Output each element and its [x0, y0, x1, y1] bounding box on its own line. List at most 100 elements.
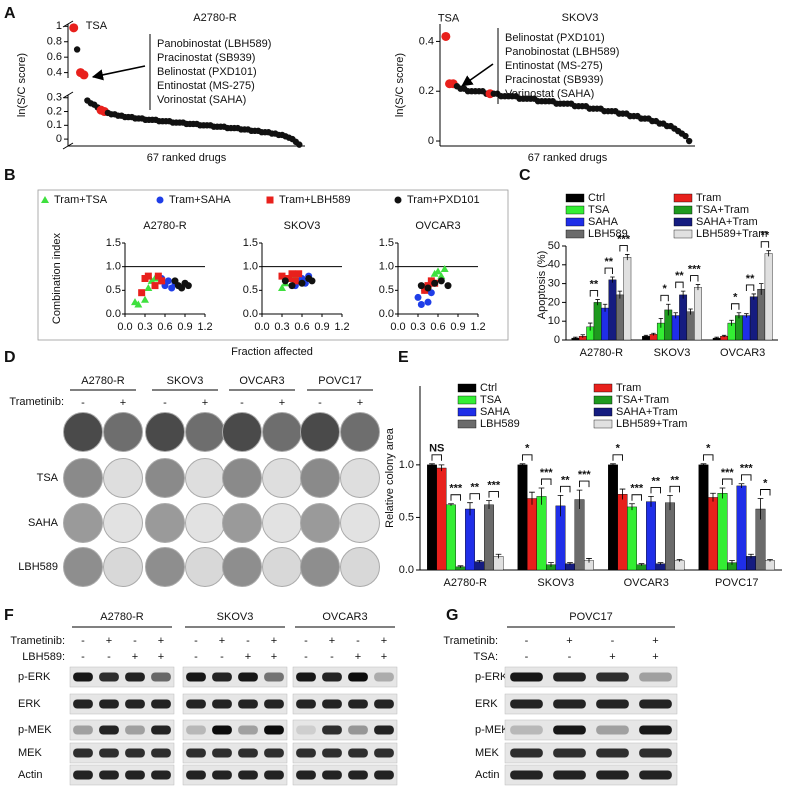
sign-label: - [611, 635, 615, 647]
legend-label: Tram+PXD101 [407, 194, 480, 206]
significance-bracket [722, 478, 733, 485]
blot-band [296, 748, 316, 758]
colony-plate [262, 458, 302, 498]
blot-band [264, 770, 284, 780]
error-bar [748, 553, 754, 559]
colony-plate [300, 412, 340, 452]
arrow [91, 65, 146, 81]
blot-strip [182, 666, 288, 688]
blot-band [151, 672, 171, 682]
blot-band [238, 770, 258, 780]
error-bar [666, 303, 671, 316]
subplot-title: A2780-R [143, 220, 186, 232]
sign-label: + [329, 635, 335, 647]
x-tick-label: 1.2 [197, 321, 212, 333]
blot-band [186, 725, 206, 735]
colony-plate [222, 458, 262, 498]
bar [527, 498, 537, 571]
error-bar [625, 254, 630, 261]
colony-plate [340, 458, 380, 498]
legend-label: LBH589+Tram [696, 228, 767, 240]
x-tick-label: OVCAR3 [720, 347, 765, 359]
drug-name: Belinostat (PXD101) [505, 32, 605, 44]
bar [646, 501, 656, 571]
colony-plate [222, 547, 262, 587]
sign-label: - [568, 651, 572, 663]
blot-band [212, 672, 232, 682]
y-tick-label: 0.8 [47, 36, 62, 48]
error-bar [676, 559, 683, 562]
drug-name: Panobinostat (LBH589) [505, 46, 619, 58]
blot-band [73, 748, 93, 758]
blot-band [322, 725, 342, 735]
blot-band [348, 748, 368, 758]
error-bar [529, 491, 535, 505]
bar [601, 307, 609, 341]
colony-plate [63, 547, 103, 587]
y-tick-label: 40 [548, 259, 560, 271]
sign-label: - [356, 635, 360, 647]
colony-plate [262, 547, 302, 587]
blot-band [374, 725, 394, 735]
cell-line-label: POVC17 [318, 375, 361, 387]
error-bar [736, 312, 742, 319]
sign-label: - [194, 651, 198, 663]
blot-band [212, 699, 232, 709]
blot-band [73, 725, 93, 735]
x-tick-label: 0.6 [294, 321, 309, 333]
sign-label: + [357, 397, 363, 409]
colony-plate [145, 503, 185, 543]
blot-band [322, 699, 342, 709]
y-tick-label: 30 [548, 278, 560, 290]
bar [465, 508, 475, 571]
data-point [296, 141, 303, 148]
significance-bracket [488, 491, 499, 498]
blot-band [322, 672, 342, 682]
y-tick-label: 0.2 [419, 85, 434, 97]
bar [623, 257, 632, 341]
data-point [421, 286, 429, 294]
significance-bracket [604, 267, 613, 275]
data-point [144, 283, 153, 291]
sign-label: - [81, 397, 85, 409]
data-point [134, 300, 143, 308]
blot-band [510, 699, 543, 709]
y-tick-label: 0.6 [47, 51, 62, 63]
data-point [73, 46, 81, 53]
y-tick-label: 1.5 [379, 237, 394, 249]
legend-label: SAHA+Tram [616, 406, 678, 418]
x-axis-label: Fraction affected [231, 346, 313, 358]
bar [742, 315, 751, 341]
drug-name: Entinostat (MS-275) [157, 80, 255, 92]
legend-label: Tram [696, 192, 721, 204]
blot-strip [292, 764, 398, 786]
error-bar [586, 558, 592, 563]
significance-bracket [469, 493, 480, 500]
significance-bracket [690, 275, 699, 282]
treatment-label: Trametinib: [10, 635, 65, 647]
sign-label: + [355, 651, 361, 663]
blot-row-label: p-ERK [475, 671, 508, 683]
bar [593, 302, 602, 341]
bar [608, 279, 617, 341]
sign-label: + [158, 635, 164, 647]
sign-label: - [133, 635, 137, 647]
significance-label: * [763, 477, 768, 489]
error-bar [758, 283, 764, 295]
blot-strip [182, 719, 288, 741]
error-bar [587, 322, 593, 331]
y-tick-label: 0.1 [47, 119, 62, 131]
bar [674, 560, 685, 571]
blot-band [238, 672, 258, 682]
blot-band [99, 748, 119, 758]
data-point [184, 282, 192, 290]
error-bar [495, 553, 502, 559]
blot-band [348, 699, 368, 709]
x-tick-label: 0.9 [450, 321, 465, 333]
blot-band [296, 672, 316, 682]
blot-band [639, 725, 672, 735]
colony-plate [103, 458, 143, 498]
drug-name: Vorinostat (SAHA) [157, 94, 246, 106]
error-bar [486, 500, 492, 510]
significance-bracket [612, 454, 623, 461]
